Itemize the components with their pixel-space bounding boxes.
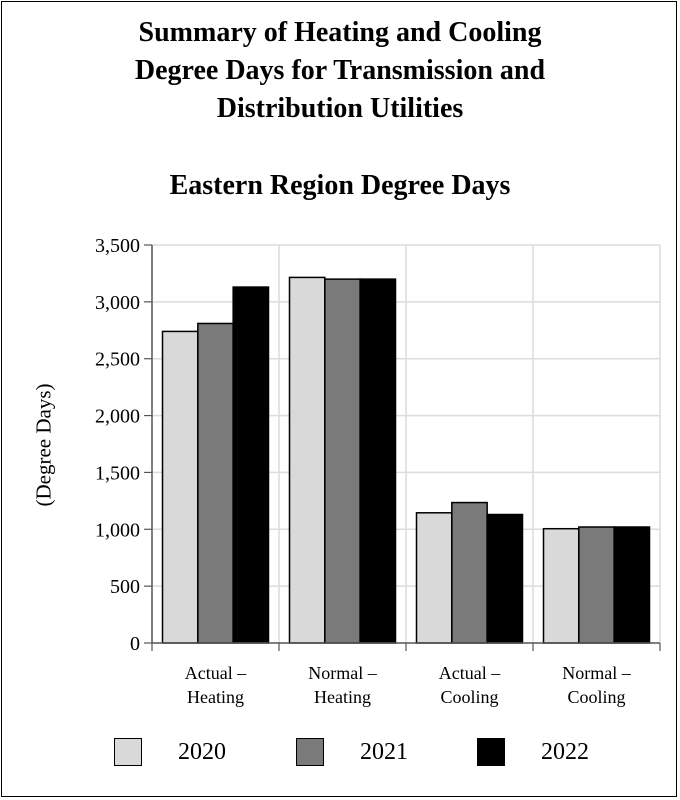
x-tick-label: Heating [314,687,371,707]
x-tick-label: Normal – [308,663,377,683]
y-tick-label: 2,000 [95,406,140,428]
legend-swatch-2021 [296,738,324,766]
legend-label-2020: 2020 [178,739,226,765]
legend-swatch-2022 [477,738,505,766]
bar-2022-0 [232,286,270,644]
x-tick-label: Heating [187,687,244,707]
x-tick-label: Normal – [562,663,631,683]
bar-2022-1 [359,278,397,644]
chart-title: Eastern Region Degree Days [169,170,511,201]
y-tick-label: 1,500 [95,462,140,484]
bar-2021-2 [451,501,488,644]
bar-2021-1 [324,278,361,644]
legend-label-2022: 2022 [541,739,589,765]
x-tick-label: Cooling [567,687,625,707]
x-tick-label: Actual – [439,663,501,683]
legend-label-2021: 2021 [360,739,408,765]
y-tick-label: 3,500 [95,235,140,257]
bar-2022-2 [486,513,524,644]
bar-2020-1 [288,276,326,644]
bar-2020-0 [161,330,199,644]
bar-2021-3 [578,526,615,644]
legend: 2020 2021 2022 [0,734,680,774]
y-tick-label: 0 [130,633,140,655]
y-axis-label: (Degree Days) [31,383,56,507]
x-tick-label: Cooling [440,687,498,707]
title-line-1: Summary of Heating and Cooling [138,17,542,48]
y-tick-label: 2,500 [95,349,140,371]
title-line-3: Distribution Utilities [216,93,464,124]
x-tick-label: Actual – [185,663,247,683]
y-tick-label: 3,000 [95,292,140,314]
y-tick-label: 1,000 [95,519,140,541]
bar-2020-2 [415,512,453,644]
y-tick-label: 500 [110,576,140,598]
bar-2021-0 [197,322,234,644]
page-title: Summary of Heating and Cooling Degree Da… [0,14,680,128]
bar-2022-3 [613,526,651,644]
legend-swatch-2020 [114,738,142,766]
title-line-2: Degree Days for Transmission and [134,55,546,86]
bar-2020-3 [542,527,580,644]
